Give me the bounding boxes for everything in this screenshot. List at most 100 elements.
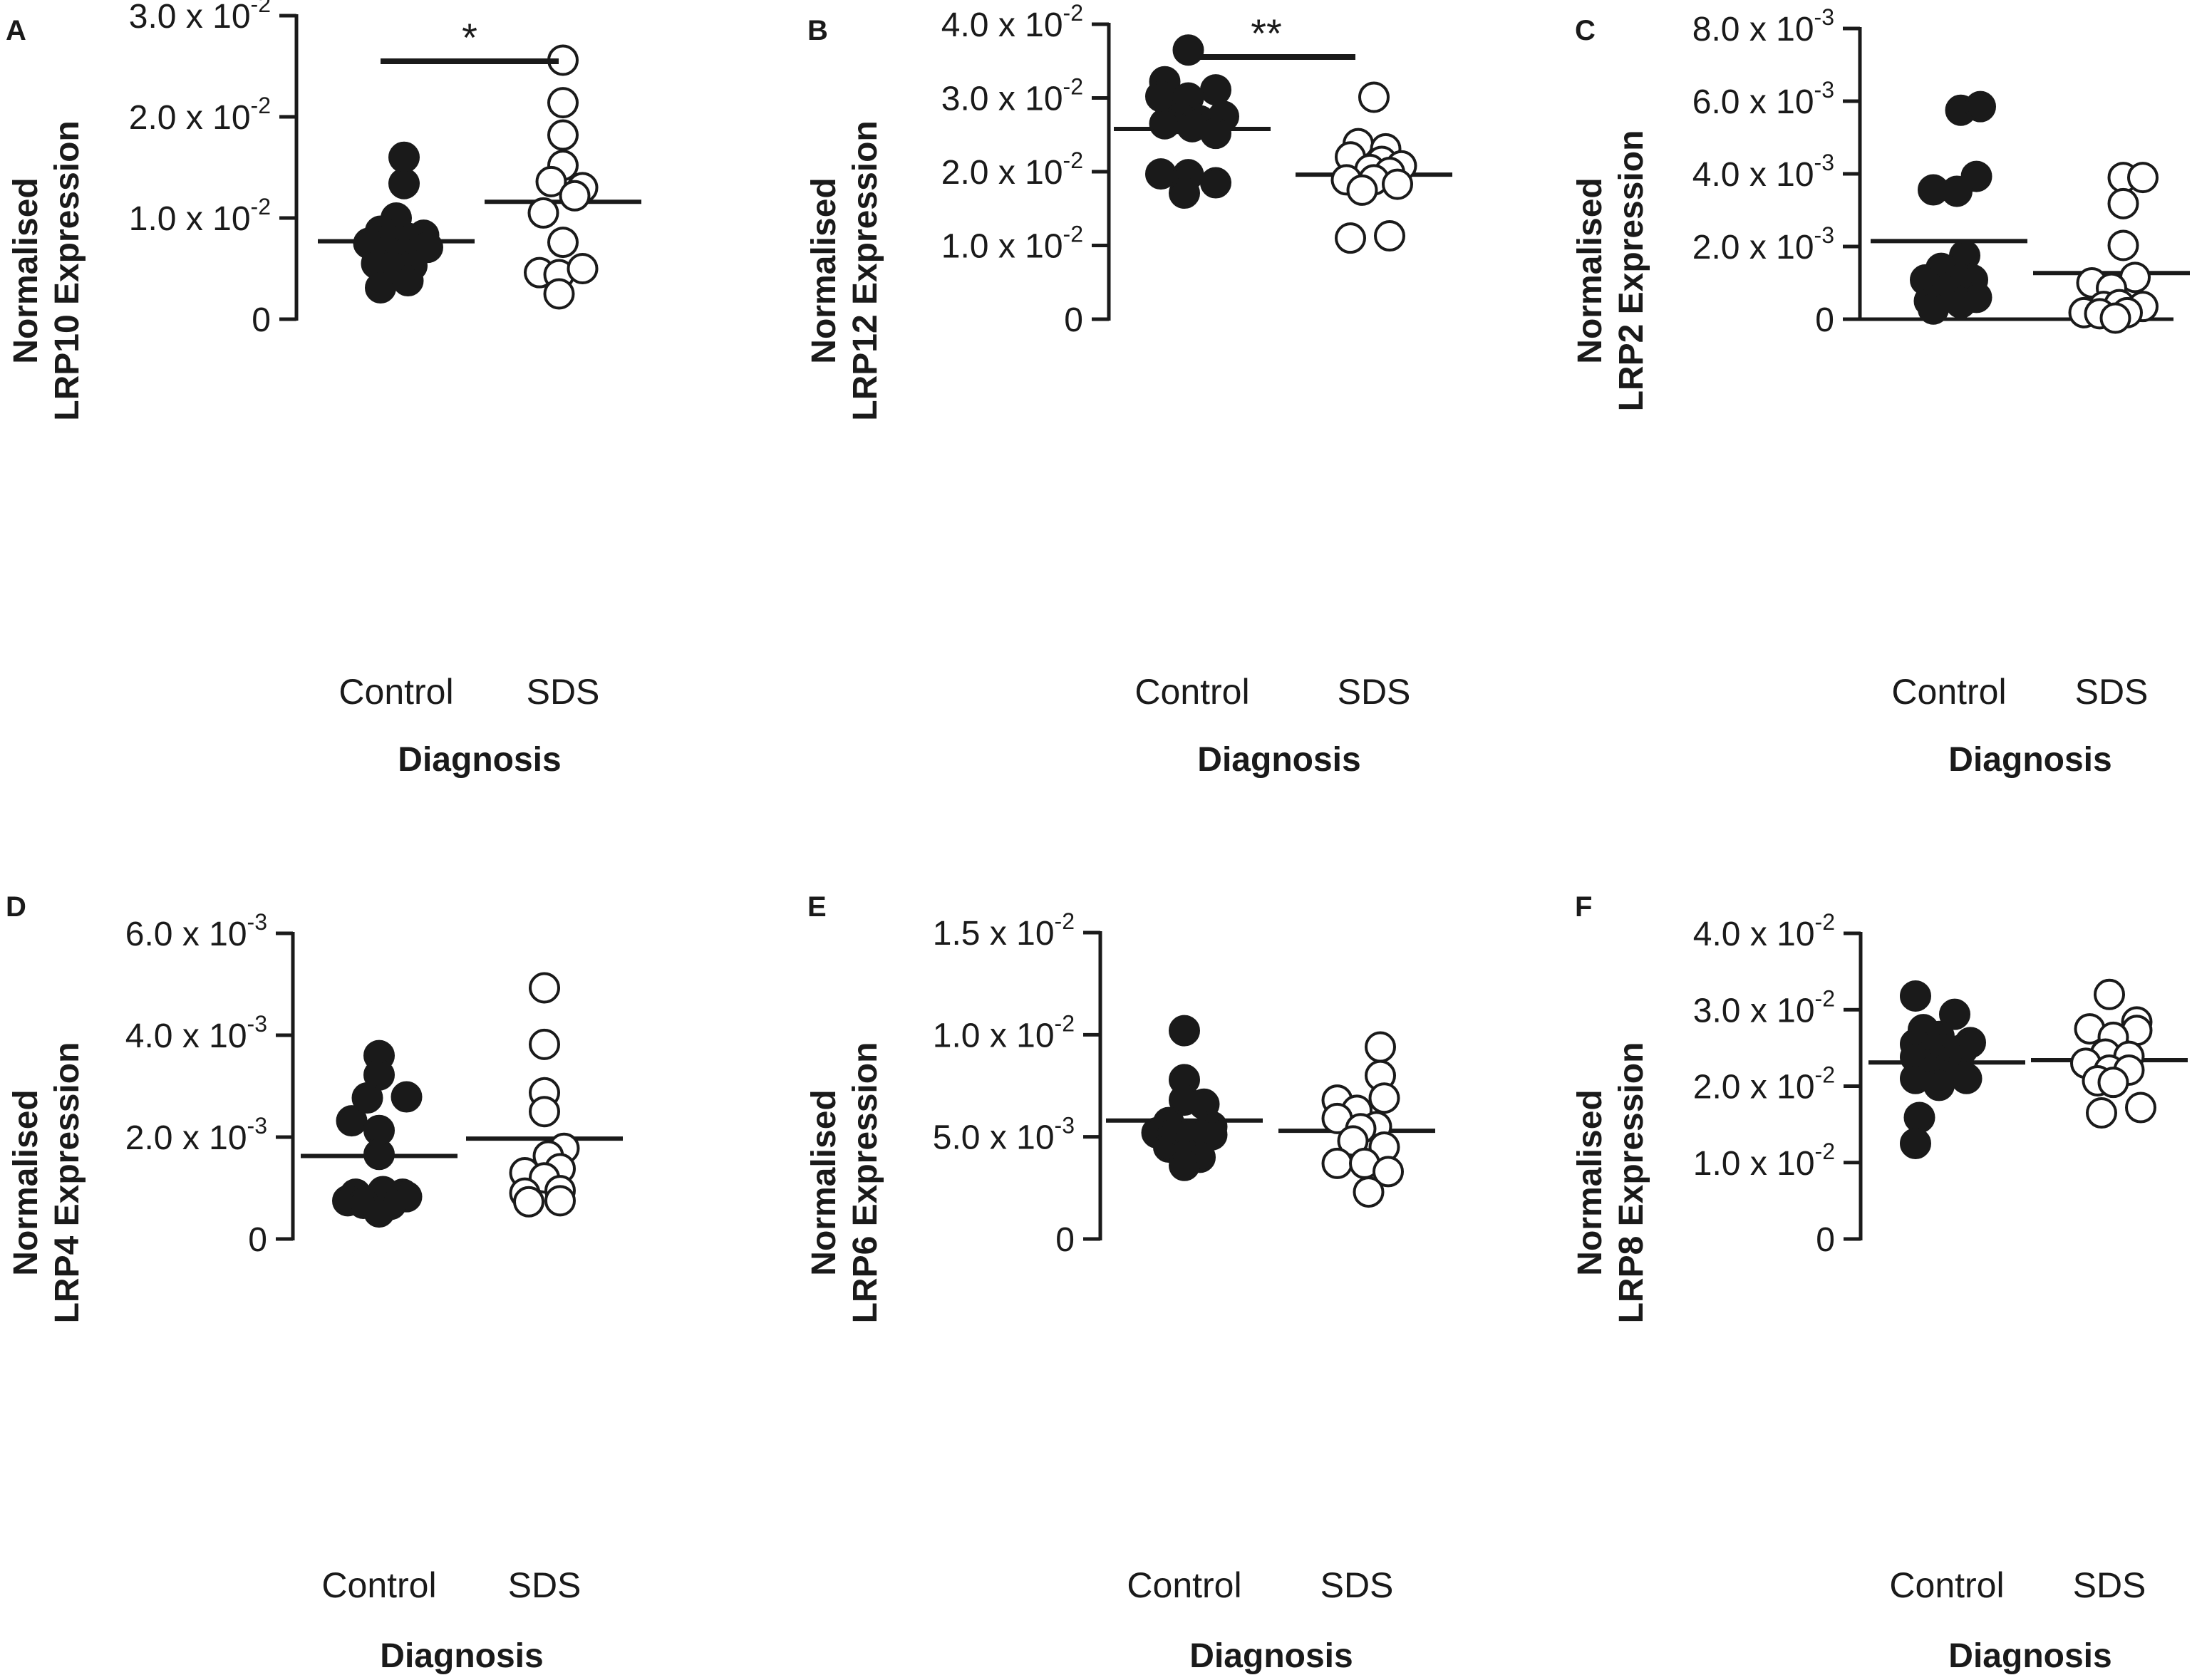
panel-e-sds-point-12 [1373, 1156, 1404, 1188]
panel-a-letter: A [6, 15, 26, 46]
panel-d-ytick-label-2: 4.0 x 10-3 [125, 1011, 267, 1055]
panel-a-sds-point-1 [547, 87, 579, 119]
panel-a-sds-point-8 [547, 227, 579, 259]
panel-a-sds-point-12 [543, 278, 575, 310]
panel-c-letter: C [1575, 15, 1596, 46]
panel-d-xlabel: Diagnosis [380, 1637, 543, 1675]
panel-a-xlabel: Diagnosis [398, 741, 561, 779]
panel-a-sds-point-6 [559, 180, 591, 212]
panel-f-sds-point-11 [2097, 1067, 2129, 1099]
panel-f-control-point-15 [1903, 1101, 1935, 1134]
panel-f-ytick-label-3: 3.0 x 10-2 [1693, 985, 1835, 1030]
panel-c-ytick-label-3: 6.0 x 10-3 [1692, 77, 1834, 121]
panel-a-ytick-label-0: 0 [252, 301, 271, 339]
panel-e-ytick-label-1: 5.0 x 10-3 [933, 1113, 1075, 1157]
panel-e-sds-point-0 [1365, 1031, 1396, 1063]
panel-f-sds-point-13 [2125, 1092, 2156, 1124]
panel-b-letter: B [807, 15, 828, 46]
panel-a-ytick-label-3: 3.0 x 10-2 [129, 0, 271, 36]
panel-e-ylabel-line2: LRP6 Expression [847, 1042, 884, 1324]
panel-f-control-point-0 [1900, 980, 1931, 1012]
panel-d-ylabel-line2: LRP4 Expression [48, 1042, 86, 1324]
panel-c-sds-point-2 [2107, 187, 2139, 219]
panel-d-control-point-3 [391, 1081, 423, 1113]
panel-a-ytick-label-2: 2.0 x 10-2 [129, 93, 271, 137]
panel-c-ytick-label-1: 2.0 x 10-3 [1692, 222, 1834, 266]
panel-e-ytick-label-3: 1.5 x 10-2 [933, 908, 1075, 953]
panel-d-category-control: Control [321, 1565, 436, 1605]
panel-e-sds-point-10 [1321, 1147, 1353, 1179]
panel-e-ytick-label-0: 0 [1055, 1221, 1075, 1259]
panel-f-control-point-16 [1900, 1127, 1931, 1159]
panel-b-control-point-8 [1149, 108, 1181, 140]
panel-c-ytick-label-4: 8.0 x 10-3 [1692, 4, 1834, 48]
panel-a-category-sds: SDS [527, 672, 600, 712]
panel-b-xlabel: Diagnosis [1197, 741, 1360, 779]
panel-b-ytick-label-0: 0 [1064, 301, 1083, 339]
panel-a-sds-point-4 [535, 165, 567, 197]
panel-b-ytick-label-3: 3.0 x 10-2 [941, 74, 1083, 118]
panel-b-sds-point-12 [1335, 222, 1366, 254]
panel-c-xlabel: Diagnosis [1948, 741, 2111, 779]
panel-f-sds-point-0 [2094, 978, 2125, 1010]
panel-d-ytick-label-3: 6.0 x 10-3 [125, 909, 267, 953]
panel-b-ylabel-line1: Normalised [805, 177, 843, 363]
panel-e-category-sds: SDS [1320, 1565, 1394, 1605]
panel-d-sds-point-1 [529, 1028, 560, 1060]
panel-b-sds-point-13 [1374, 220, 1405, 252]
panel-c-category-control: Control [1891, 672, 2006, 712]
panel-d-sds-point-12 [544, 1185, 576, 1217]
panel-c-ytick-label-0: 0 [1815, 301, 1834, 339]
panel-c-sds-point-3 [2107, 229, 2139, 261]
panel-d-ytick-label-0: 0 [248, 1221, 267, 1259]
panel-b-category-control: Control [1134, 672, 1249, 712]
panel-f-category-control: Control [1889, 1565, 2004, 1605]
panel-b-ytick-label-1: 1.0 x 10-2 [941, 222, 1083, 266]
panel-a-sds-point-2 [547, 119, 579, 151]
panel-f-category-sds: SDS [2073, 1565, 2146, 1605]
panel-f-control-point-14 [1923, 1069, 1955, 1101]
panel-c-control-point-1 [1965, 90, 1996, 123]
panel-e-letter: E [807, 891, 827, 923]
panel-e-sds-point-3 [1368, 1082, 1400, 1114]
panel-e-ytick-label-2: 1.0 x 10-2 [933, 1010, 1075, 1054]
panel-e-category-control: Control [1127, 1565, 1241, 1605]
panel-f-control-point-1 [1939, 998, 1970, 1030]
panel-f-ylabel-line1: Normalised [1571, 1089, 1609, 1275]
panel-e-ylabel-line1: Normalised [805, 1089, 843, 1275]
panel-f-ytick-label-2: 2.0 x 10-2 [1693, 1062, 1835, 1106]
panel-d-control-point-14 [363, 1196, 395, 1228]
panel-f-control-point-13 [1950, 1062, 1983, 1094]
panel-b-control-point-10 [1200, 118, 1231, 150]
panel-d-category-sds: SDS [508, 1565, 581, 1605]
panel-d-control-point-6 [363, 1139, 395, 1171]
panel-e-sds-point-13 [1353, 1176, 1385, 1208]
panel-f-ylabel-line2: LRP8 Expression [1613, 1042, 1650, 1324]
panel-b-sds-point-10 [1382, 168, 1413, 200]
panel-a-significance-label: * [462, 15, 477, 60]
panel-d-sds-point-3 [529, 1096, 560, 1128]
panel-b-control-point-0 [1172, 34, 1204, 66]
panel-e-control-point-13 [1169, 1149, 1200, 1181]
panel-d-sds-point-11 [513, 1186, 544, 1218]
panel-a-control-point-0 [388, 141, 420, 173]
panel-b-ytick-label-4: 4.0 x 10-2 [941, 0, 1083, 44]
panel-b-control-point-11 [1145, 158, 1177, 190]
panel-f-xlabel: Diagnosis [1948, 1637, 2111, 1675]
panel-f-sds-point-12 [2086, 1097, 2117, 1129]
panel-f-ytick-label-4: 4.0 x 10-2 [1693, 909, 1835, 953]
panel-a-category-control: Control [338, 672, 453, 712]
panel-c-sds-point-1 [2127, 162, 2159, 194]
panel-c-sds-point-13 [2099, 302, 2131, 334]
panel-d-ytick-label-1: 2.0 x 10-3 [125, 1113, 267, 1157]
panel-a-control-point-13 [365, 271, 396, 304]
panel-b-ytick-label-2: 2.0 x 10-2 [941, 147, 1083, 192]
panel-b-ylabel-line2: LRP12 Expression [847, 120, 884, 421]
panel-a-ylabel-line2: LRP10 Expression [48, 120, 86, 421]
panel-a-ytick-label-1: 1.0 x 10-2 [129, 194, 271, 238]
panel-c-category-sds: SDS [2075, 672, 2149, 712]
panel-e-xlabel: Diagnosis [1189, 1637, 1353, 1675]
panel-b-sds-point-11 [1346, 174, 1378, 206]
panel-b-control-point-14 [1169, 177, 1200, 209]
panel-d-sds-point-0 [529, 972, 560, 1004]
